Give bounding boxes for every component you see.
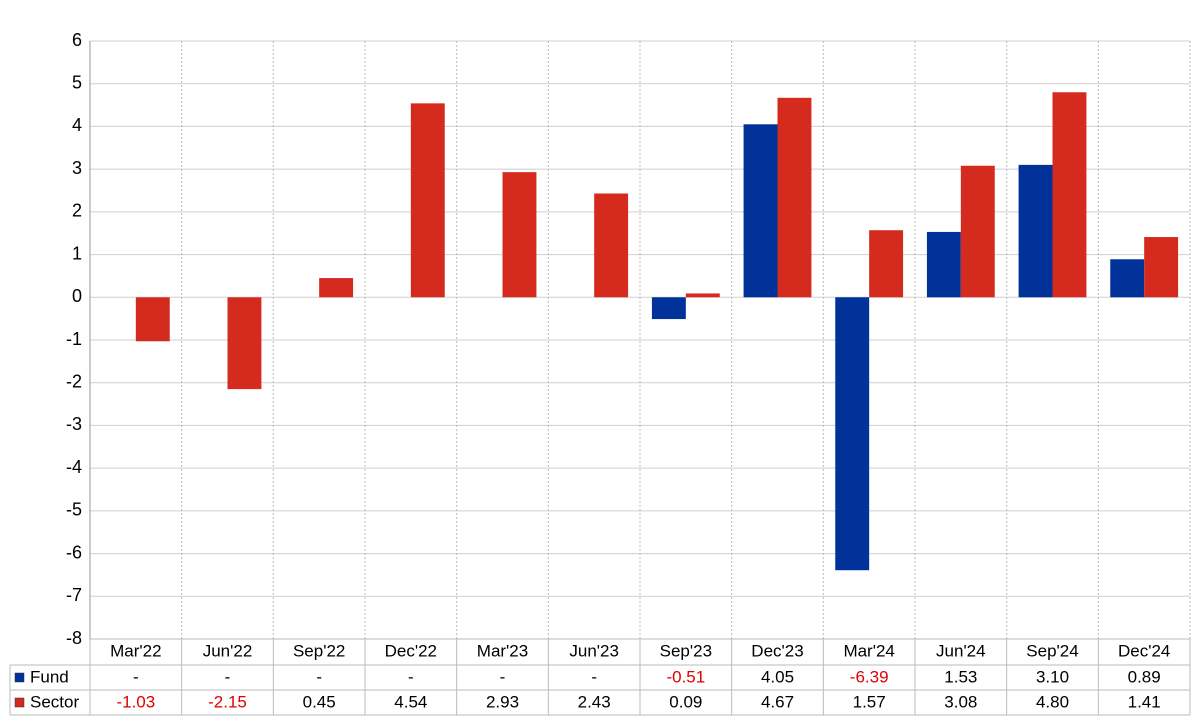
bar [651,297,686,320]
bar [319,278,354,298]
value-label: - [316,667,322,686]
y-tick-label: 0 [72,286,82,306]
bar [1018,164,1053,298]
value-label: 4.80 [1036,692,1069,711]
y-tick-label: 2 [72,201,82,221]
x-tick-label: Dec'24 [1118,641,1170,660]
value-label: - [500,667,506,686]
y-tick-label: -4 [66,457,82,477]
value-label: 0.89 [1128,667,1161,686]
value-label: 4.05 [761,667,794,686]
value-label: 4.67 [761,692,794,711]
bar [685,293,720,298]
y-tick-label: 3 [72,158,82,178]
y-tick-label: -3 [66,414,82,434]
y-tick-label: 1 [72,243,82,263]
x-tick-label: Jun'22 [203,641,253,660]
y-tick-label: 4 [72,115,82,135]
value-label: - [408,667,414,686]
x-tick-label: Mar'24 [843,641,894,660]
bar [410,103,445,298]
bar [869,230,904,298]
value-label: 3.10 [1036,667,1069,686]
bar [777,97,812,298]
x-tick-label: Mar'23 [477,641,528,660]
bar [1144,237,1179,298]
value-label: - [133,667,139,686]
y-tick-label: -1 [66,329,82,349]
bar [502,172,537,298]
value-label: -2.15 [208,692,247,711]
value-label: -0.51 [666,667,705,686]
x-tick-label: Sep'24 [1026,641,1078,660]
x-tick-label: Mar'22 [110,641,161,660]
value-label: 1.57 [853,692,886,711]
legend-label: Fund [30,667,69,686]
y-tick-label: -6 [66,542,82,562]
y-tick-label: 6 [72,30,82,50]
value-label: 2.43 [578,692,611,711]
y-tick-label: -2 [66,371,82,391]
bar [926,231,961,298]
bar [835,297,870,571]
legend-label: Sector [30,692,79,711]
bar [743,124,778,298]
value-label: - [225,667,231,686]
value-label: -6.39 [850,667,889,686]
y-tick-label: 5 [72,72,82,92]
value-label: 1.53 [944,667,977,686]
value-label: 4.54 [394,692,427,711]
value-label: 1.41 [1128,692,1161,711]
x-tick-label: Sep'23 [660,641,712,660]
x-tick-label: Jun'23 [569,641,619,660]
bar [1110,259,1145,298]
bar [227,297,262,390]
value-label: -1.03 [116,692,155,711]
legend-swatch [14,697,25,708]
x-tick-label: Jun'24 [936,641,986,660]
value-label: 3.08 [944,692,977,711]
value-label: 2.93 [486,692,519,711]
y-tick-label: -8 [66,628,82,648]
x-tick-label: Sep'22 [293,641,345,660]
bar [594,193,629,298]
legend-swatch [14,672,25,683]
value-label: - [591,667,597,686]
bar [960,165,995,298]
x-tick-label: Dec'22 [385,641,437,660]
y-tick-label: -5 [66,500,82,520]
value-label: 0.09 [669,692,702,711]
y-tick-label: -7 [66,585,82,605]
bar [1052,92,1087,298]
x-tick-label: Dec'23 [751,641,803,660]
value-label: 0.45 [303,692,336,711]
bar [135,297,170,342]
